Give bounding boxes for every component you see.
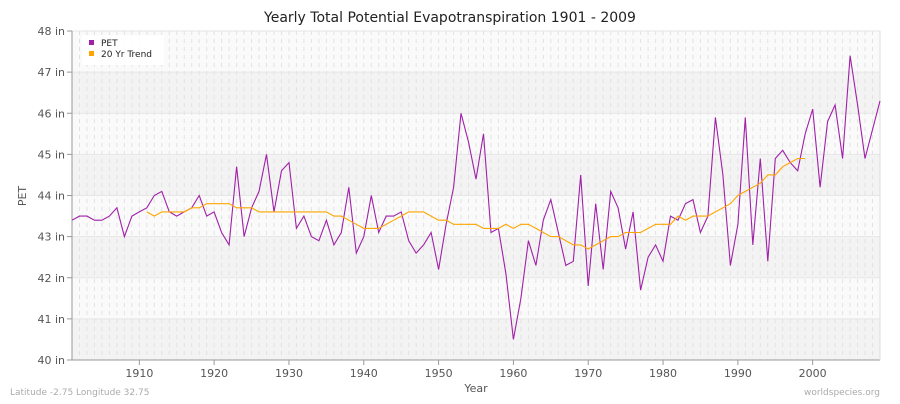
y-tick-label: 40 in xyxy=(37,354,65,367)
y-tick-label: 48 in xyxy=(37,25,65,38)
chart-title: Yearly Total Potential Evapotranspiratio… xyxy=(263,10,636,26)
y-tick-label: 41 in xyxy=(37,313,65,326)
y-tick-label: 42 in xyxy=(37,272,65,285)
series-lines xyxy=(71,55,881,340)
legend-label-trend: 20 Yr Trend xyxy=(101,50,152,60)
legend: PET 20 Yr Trend xyxy=(82,35,164,65)
x-tick-label: 1960 xyxy=(499,367,527,380)
legend-swatch-pet xyxy=(89,40,94,45)
x-tick-label: 1980 xyxy=(649,367,677,380)
x-tick-label: 1920 xyxy=(200,367,228,380)
x-tick-label: 2000 xyxy=(799,367,827,380)
plot-band xyxy=(72,72,880,114)
x-tick-label: 1910 xyxy=(125,367,153,380)
x-tick-label: 1990 xyxy=(724,367,752,380)
legend-swatch-trend xyxy=(89,51,94,56)
axes: 40 in 41 in 42 in 43 in 44 in 45 in 46 in 47 in… xyxy=(37,25,881,380)
footer-location: Latitude -2.75 Longitude 32.75 xyxy=(10,388,149,398)
y-tick-label: 45 in xyxy=(37,148,65,161)
y-axis-label: PET xyxy=(16,186,29,207)
legend-label-pet: PET xyxy=(101,39,118,49)
pet-series-line xyxy=(71,55,881,340)
y-tick-label: 44 in xyxy=(37,190,65,203)
x-tick-label: 1930 xyxy=(275,367,303,380)
x-tick-label: 1940 xyxy=(350,367,378,380)
x-tick-label: 1950 xyxy=(425,367,453,380)
x-tick-label: 1970 xyxy=(574,367,602,380)
footer-source[interactable]: worldspecies.org xyxy=(804,388,880,398)
y-tick-label: 47 in xyxy=(37,66,65,79)
trend-series-line xyxy=(146,157,806,250)
y-tick-label: 43 in xyxy=(37,231,65,244)
x-axis-label: Year xyxy=(463,382,488,395)
y-tick-label: 46 in xyxy=(37,107,65,120)
